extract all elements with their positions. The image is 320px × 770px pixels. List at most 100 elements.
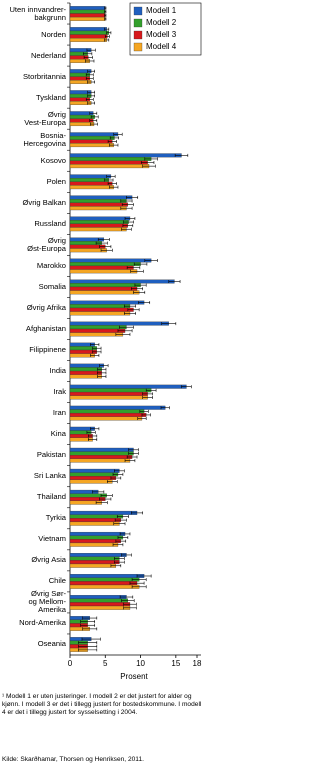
error-bar	[124, 459, 136, 463]
y-tick-label: Pakistan	[36, 450, 66, 460]
error-bar	[104, 178, 114, 182]
bar	[69, 30, 109, 35]
error-bar	[80, 620, 95, 624]
bar	[69, 542, 119, 547]
legend-swatch	[133, 6, 143, 16]
bar	[69, 290, 140, 295]
legend-label: Modell 1	[146, 6, 177, 15]
error-bar	[100, 493, 113, 497]
error-bar	[123, 606, 137, 610]
bar	[69, 216, 131, 221]
error-bar	[115, 539, 127, 543]
error-bar	[138, 301, 151, 305]
error-bar	[110, 564, 122, 568]
y-tick-label: Irak	[53, 387, 66, 397]
x-tick-label: 18	[193, 659, 202, 668]
legend-swatch	[133, 30, 143, 40]
error-bar	[128, 448, 139, 452]
error-bar	[160, 406, 170, 410]
bar	[69, 156, 152, 161]
error-bar	[92, 346, 102, 350]
bar	[69, 577, 140, 582]
error-bar	[104, 27, 110, 31]
legend-label: Modell 3	[146, 30, 177, 39]
bar	[69, 206, 127, 211]
bar	[69, 416, 143, 421]
error-bar	[112, 472, 124, 476]
error-bar	[81, 637, 101, 641]
x-tick-label: 5	[103, 659, 108, 668]
legend-swatch	[133, 18, 143, 28]
error-bar	[126, 195, 139, 199]
y-tick-label: Sri Lanka	[33, 471, 66, 481]
error-bar	[144, 259, 158, 263]
bar	[69, 328, 126, 333]
error-bar	[87, 69, 95, 73]
error-bar	[142, 392, 153, 396]
y-tick-label: Norden	[41, 29, 66, 39]
error-bar	[131, 585, 147, 589]
error-bar	[85, 76, 94, 80]
error-bar	[104, 38, 110, 42]
bar	[69, 574, 145, 578]
y-tick-label: Øvrig Øst-Europa	[27, 235, 66, 253]
bar	[69, 279, 175, 284]
error-bar	[131, 511, 143, 515]
error-bar	[136, 574, 152, 578]
error-bar	[122, 224, 134, 228]
error-bar	[85, 59, 95, 63]
error-bar	[109, 143, 119, 147]
y-tick-label: Russland	[34, 218, 66, 228]
error-bar	[87, 101, 95, 105]
bar	[69, 199, 127, 203]
y-tick-label: Nederland	[30, 50, 66, 60]
bar	[69, 269, 138, 274]
bar	[69, 283, 141, 288]
bar	[69, 556, 120, 561]
error-bar	[88, 434, 98, 438]
bar	[69, 405, 166, 410]
error-bar	[83, 52, 93, 56]
bar	[69, 9, 106, 14]
y-tick-label: Nord-Amerika	[19, 618, 66, 628]
bar	[69, 321, 169, 326]
y-tick-label: India	[49, 366, 66, 376]
bar	[69, 195, 133, 200]
x-tick-label: 0	[68, 659, 73, 668]
chart: Prosent 0 5 10 15 18 Modell 1 Modell 2 Modell 3…	[67, 2, 202, 681]
y-tick-label: Oseania	[37, 639, 66, 649]
error-bar	[104, 6, 107, 10]
error-bar	[114, 560, 125, 564]
bar	[69, 16, 106, 21]
error-bar	[123, 602, 137, 606]
bar	[69, 185, 114, 190]
bar	[69, 286, 138, 291]
bar	[69, 132, 119, 137]
error-bar	[89, 118, 98, 122]
error-bar	[144, 157, 158, 161]
error-bar	[90, 427, 100, 431]
bar	[69, 447, 134, 452]
y-tick-label: Polen	[46, 176, 66, 186]
error-bar	[78, 641, 98, 645]
legend-label: Modell 2	[146, 18, 177, 27]
bar	[69, 153, 182, 158]
error-bar	[92, 490, 105, 494]
error-bar	[168, 280, 181, 284]
y-tick-label: Vietnam	[38, 534, 66, 544]
error-bar	[86, 430, 96, 434]
y-tick-label: Afghanistan	[25, 324, 66, 333]
bar	[69, 521, 120, 526]
x-axis-label: Prosent	[120, 672, 148, 681]
bar	[69, 363, 105, 368]
error-bar	[107, 182, 117, 186]
error-bar	[116, 514, 129, 518]
error-bar	[80, 623, 95, 627]
source: Kilde: Skarðhamar, Thorsen og Henriksen,…	[2, 756, 144, 763]
error-bar	[90, 353, 100, 357]
bar	[69, 332, 124, 337]
error-bar	[99, 497, 112, 501]
error-bar	[134, 283, 147, 287]
error-bar	[127, 308, 140, 312]
y-tick-label: Thailand	[36, 492, 66, 502]
